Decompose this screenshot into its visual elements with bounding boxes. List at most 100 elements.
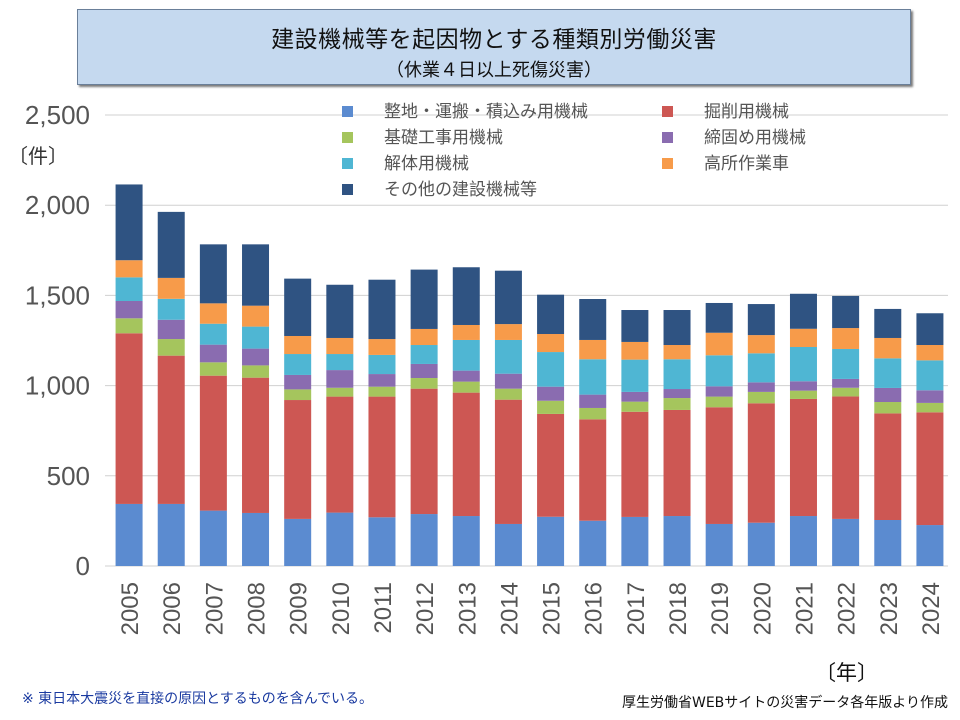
- bar-segment: [452, 370, 480, 382]
- bar-segment: [747, 391, 775, 404]
- bar-segment: [832, 387, 860, 397]
- bar-segment: [115, 260, 143, 278]
- x-tick-label: 2007: [201, 582, 228, 635]
- x-tick-label: 2021: [791, 582, 818, 635]
- bar-segment: [326, 370, 354, 388]
- legend-swatch: [342, 106, 353, 117]
- bar-stack-2013: [452, 267, 480, 566]
- legend-label: その他の建設機械等: [384, 180, 537, 200]
- y-tick-label: 2,000: [25, 190, 90, 220]
- bar-segment: [705, 355, 733, 387]
- bars: [115, 184, 944, 566]
- y-tick-label: 1,000: [25, 371, 90, 401]
- legend-item: 高所作業車: [662, 154, 789, 174]
- bar-segment: [832, 396, 860, 519]
- bar-segment: [621, 401, 649, 412]
- bar-segment: [747, 353, 775, 383]
- bar-segment: [368, 374, 396, 387]
- bar-segment: [747, 403, 775, 523]
- legend-swatch: [662, 158, 673, 169]
- legend-item: 掘削用機械: [662, 102, 789, 122]
- bar-segment: [874, 413, 902, 520]
- bar-segment: [368, 339, 396, 355]
- bar-segment: [115, 300, 143, 319]
- bar-segment: [199, 323, 227, 345]
- bar-segment: [326, 337, 354, 355]
- bar-stack-2016: [579, 299, 607, 566]
- bar-segment: [832, 348, 860, 379]
- bar-segment: [537, 386, 565, 401]
- bar-segment: [916, 345, 944, 361]
- bar-segment: [537, 516, 565, 566]
- bar-stack-2005: [115, 184, 143, 566]
- bar-segment: [368, 279, 396, 340]
- x-tick-label: 2018: [665, 582, 692, 635]
- x-tick-label: 2023: [876, 582, 903, 635]
- bar-segment: [916, 412, 944, 526]
- y-axis-unit: 〔件〕: [8, 144, 68, 168]
- bar-segment: [452, 381, 480, 393]
- bar-segment: [621, 411, 649, 517]
- bar-segment: [705, 396, 733, 408]
- legend-item: 整地・運搬・積込み用機械: [342, 102, 588, 122]
- bar-segment: [199, 510, 227, 566]
- legend-label: 締固め用機械: [704, 128, 806, 148]
- bar-segment: [115, 333, 143, 504]
- bar-segment: [326, 354, 354, 371]
- bar-segment: [157, 355, 185, 504]
- bar-segment: [663, 359, 691, 390]
- bar-segment: [705, 407, 733, 524]
- bar-stack-2009: [284, 278, 312, 566]
- bar-segment: [410, 269, 438, 329]
- bar-segment: [494, 373, 522, 389]
- bar-segment: [326, 396, 354, 513]
- bar-stack-2011: [368, 279, 396, 566]
- bar-segment: [705, 332, 733, 356]
- bar-segment: [916, 390, 944, 403]
- bar-segment: [537, 352, 565, 387]
- bar-segment: [115, 503, 143, 566]
- bar-segment: [242, 326, 270, 349]
- bar-stack-2010: [326, 284, 354, 566]
- bar-segment: [874, 337, 902, 359]
- bar-segment: [157, 339, 185, 356]
- bar-segment: [242, 377, 270, 513]
- bar-segment: [579, 419, 607, 521]
- x-axis-unit: 〔年〕: [815, 661, 878, 685]
- bar-segment: [452, 267, 480, 325]
- bar-segment: [368, 386, 396, 397]
- x-tick-label: 2011: [370, 582, 397, 634]
- bar-segment: [832, 518, 860, 566]
- bar-stack-2020: [747, 304, 775, 566]
- bar-segment: [242, 365, 270, 378]
- bar-stack-2006: [157, 211, 185, 566]
- bar-segment: [874, 308, 902, 338]
- bar-stack-2021: [789, 293, 817, 566]
- x-tick-label: 2009: [286, 582, 313, 635]
- x-tick-label: 2015: [539, 582, 566, 635]
- y-tick-label: 2,500: [25, 100, 90, 130]
- bar-segment: [115, 277, 143, 301]
- bar-segment: [663, 398, 691, 410]
- bar-segment: [874, 358, 902, 388]
- y-tick-label: 500: [47, 461, 90, 491]
- y-axis-ticks: 0 500 1,000 1,500 2,000 2,500: [25, 100, 90, 581]
- bar-segment: [284, 374, 312, 390]
- bar-segment: [537, 334, 565, 353]
- legend-label: 解体用機械: [384, 154, 469, 174]
- bar-segment: [579, 359, 607, 395]
- bar-segment: [410, 514, 438, 566]
- bar-segment: [452, 339, 480, 371]
- bar-segment: [663, 389, 691, 399]
- legend-item: その他の建設機械等: [342, 180, 537, 200]
- bar-segment: [284, 389, 312, 401]
- legend-item: 締固め用機械: [662, 128, 806, 148]
- bar-segment: [199, 344, 227, 363]
- x-tick-label: 2006: [159, 582, 186, 635]
- bar-segment: [621, 516, 649, 566]
- bar-segment: [326, 387, 354, 397]
- bar-segment: [452, 392, 480, 517]
- legend-label: 高所作業車: [704, 154, 789, 174]
- legend-item: 解体用機械: [342, 154, 469, 174]
